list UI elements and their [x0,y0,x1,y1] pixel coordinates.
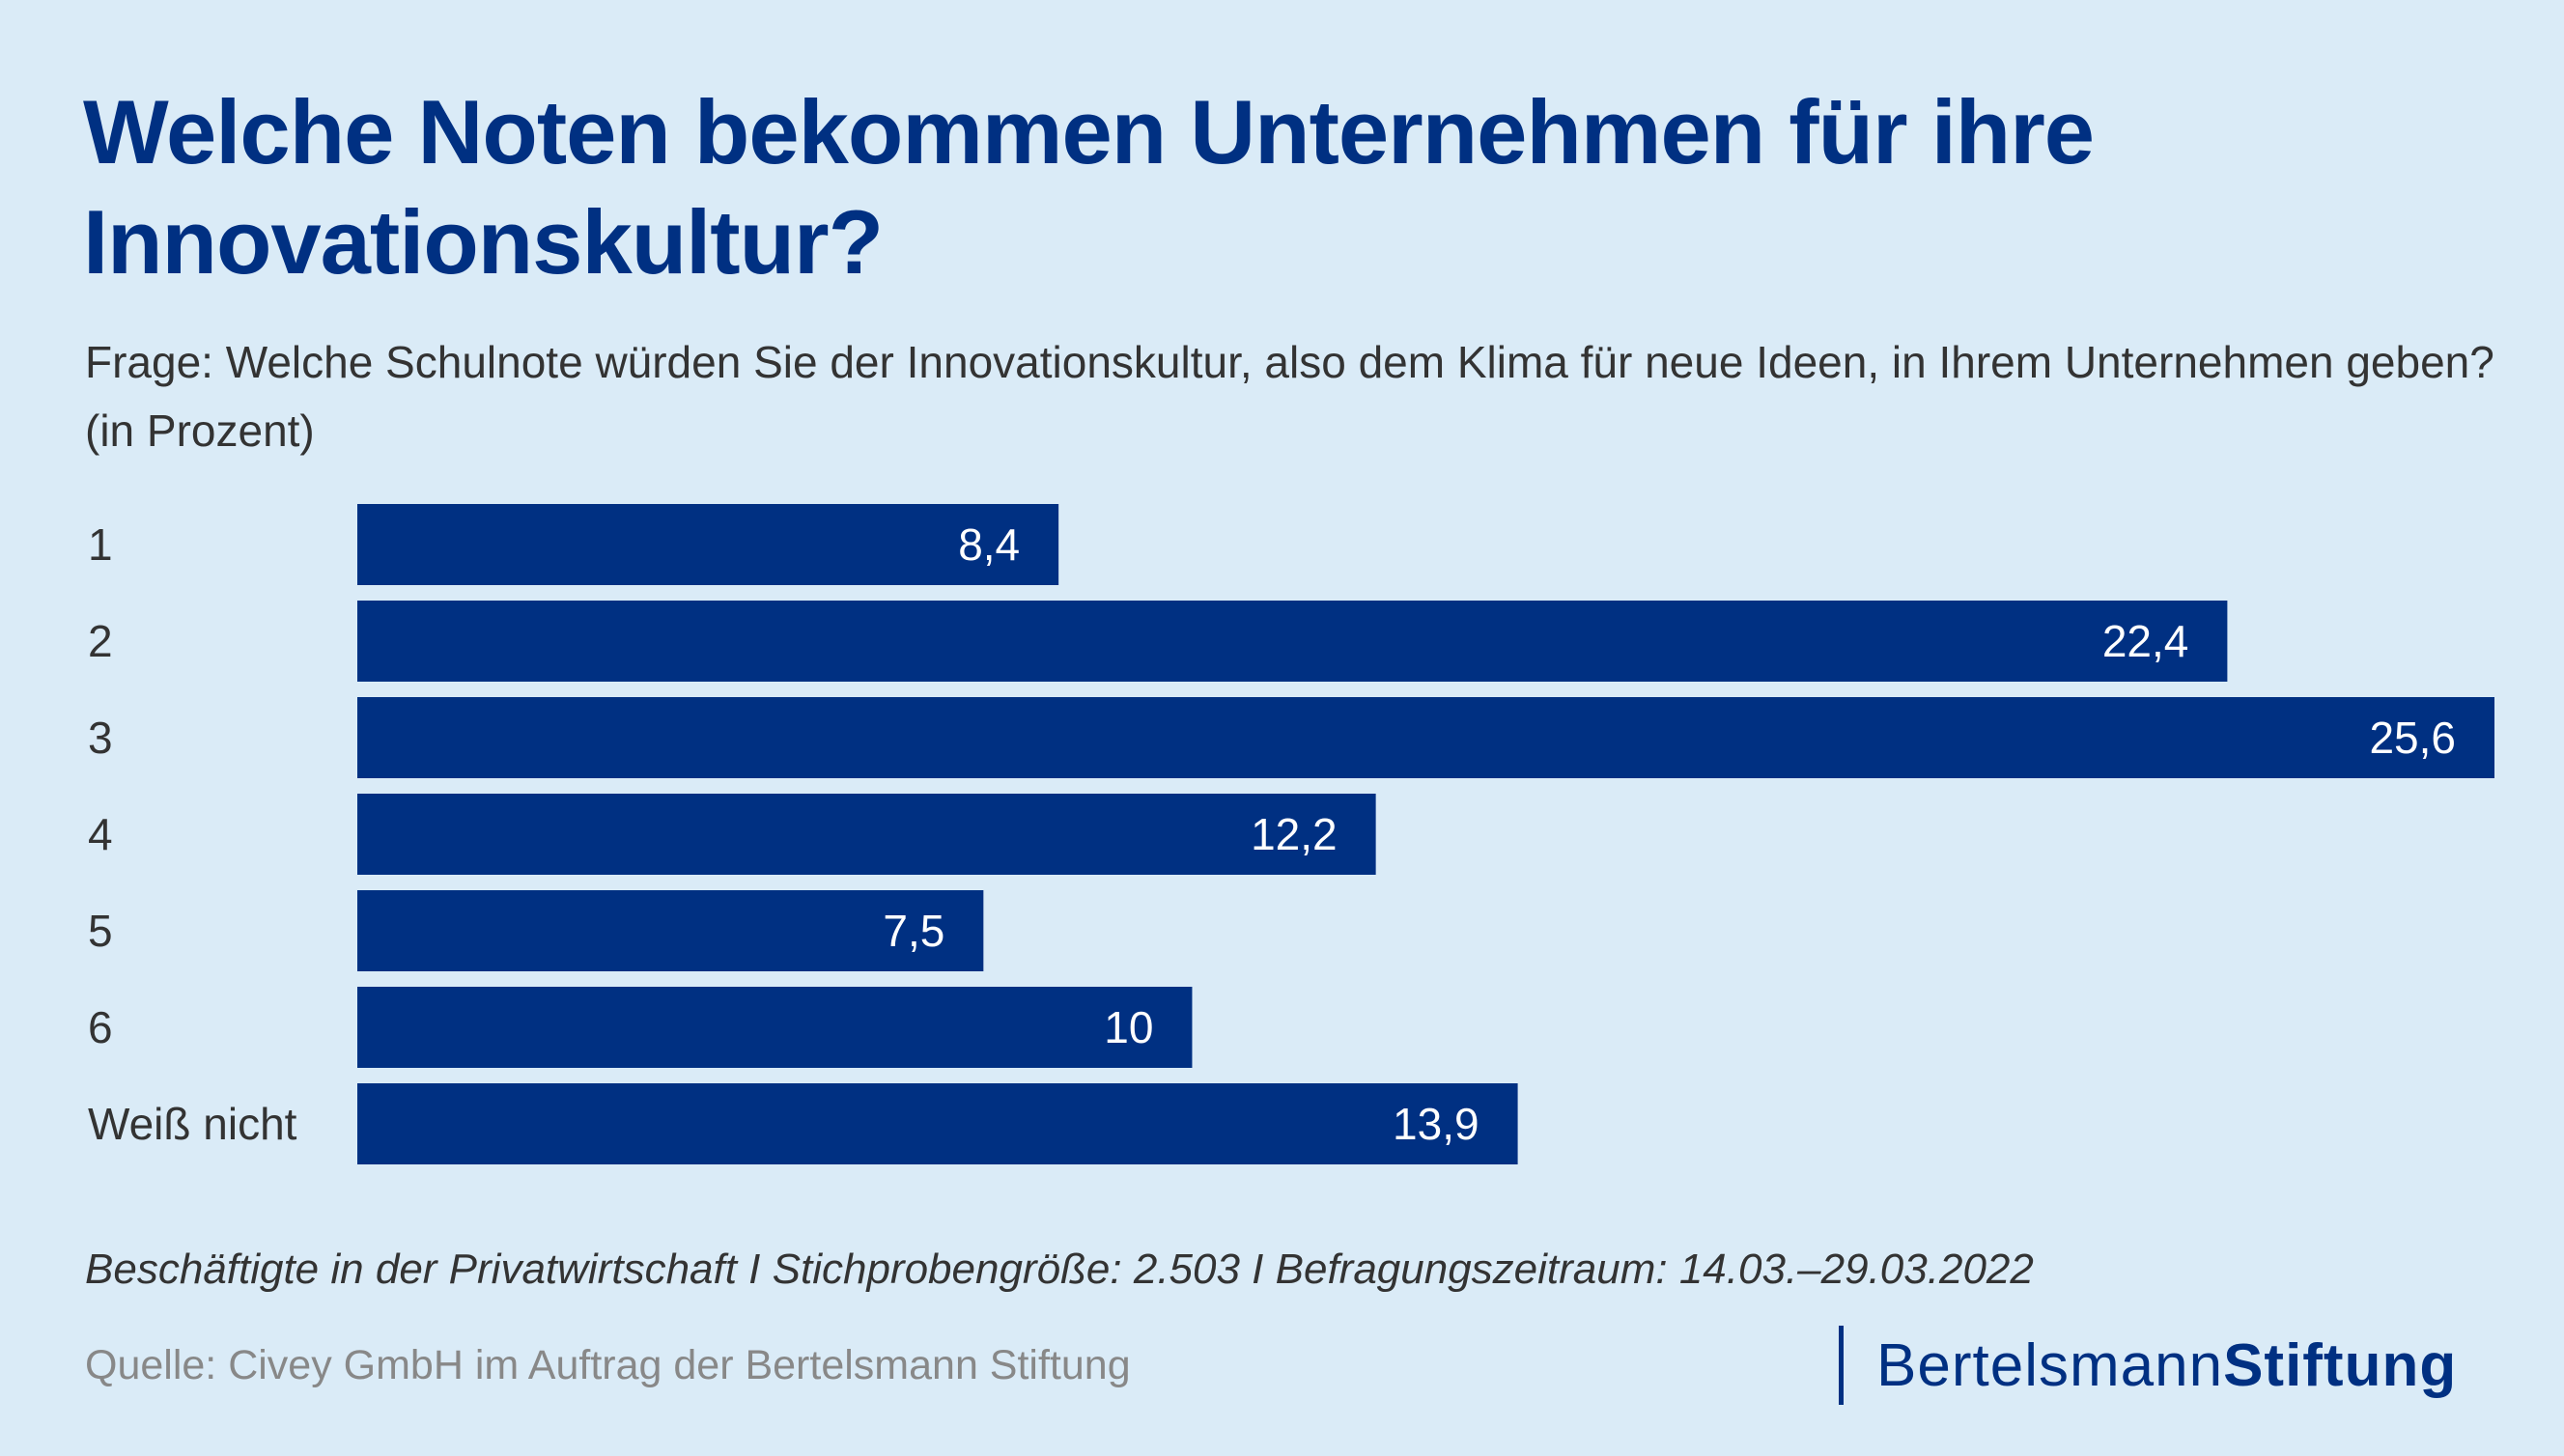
logo-part-bertelsmann: Bertelsmann [1876,1331,2224,1399]
bar [357,601,2228,682]
chart-title: Welche Noten bekommen Unternehmen für ih… [83,81,2095,293]
category-label: Weiß nicht [88,1099,297,1149]
bar [357,987,1193,1068]
logo-part-stiftung: Stiftung [2223,1331,2458,1399]
bar [357,1083,1518,1164]
footnote: Beschäftigte in der Privatwirtschaft I S… [85,1246,2034,1293]
bertelsmann-stiftung-logo: BertelsmannStiftung [1839,1326,2457,1405]
value-label: 8,4 [958,519,1020,570]
logo-divider [1839,1326,1844,1405]
bar [357,504,1059,585]
bar [357,794,1376,875]
category-label: 6 [88,1002,113,1052]
category-label: 5 [88,906,113,956]
category-label: 4 [88,809,113,859]
logo-wordmark: BertelsmannStiftung [1876,1331,2457,1400]
category-label: 2 [88,616,113,666]
value-label: 12,2 [1251,809,1338,859]
category-label: 3 [88,713,113,763]
value-label: 7,5 [883,906,944,956]
value-label: 22,4 [2102,616,2189,666]
value-label: 10 [1104,1002,1153,1052]
bar [357,890,984,971]
bar [357,697,2494,778]
category-label: 1 [88,519,113,570]
source-note: Quelle: Civey GmbH im Auftrag der Bertel… [85,1342,1131,1388]
bars-layer: 1 8,4 2 22,4 3 25,6 4 12,2 5 7,5 6 10 Weiß nicht 13,9 [88,504,2494,1164]
value-label: 25,6 [2369,713,2456,763]
chart-subtitle: Frage: Welche Schulnote würden Sie der I… [85,337,2494,456]
value-label: 13,9 [1393,1099,1479,1149]
